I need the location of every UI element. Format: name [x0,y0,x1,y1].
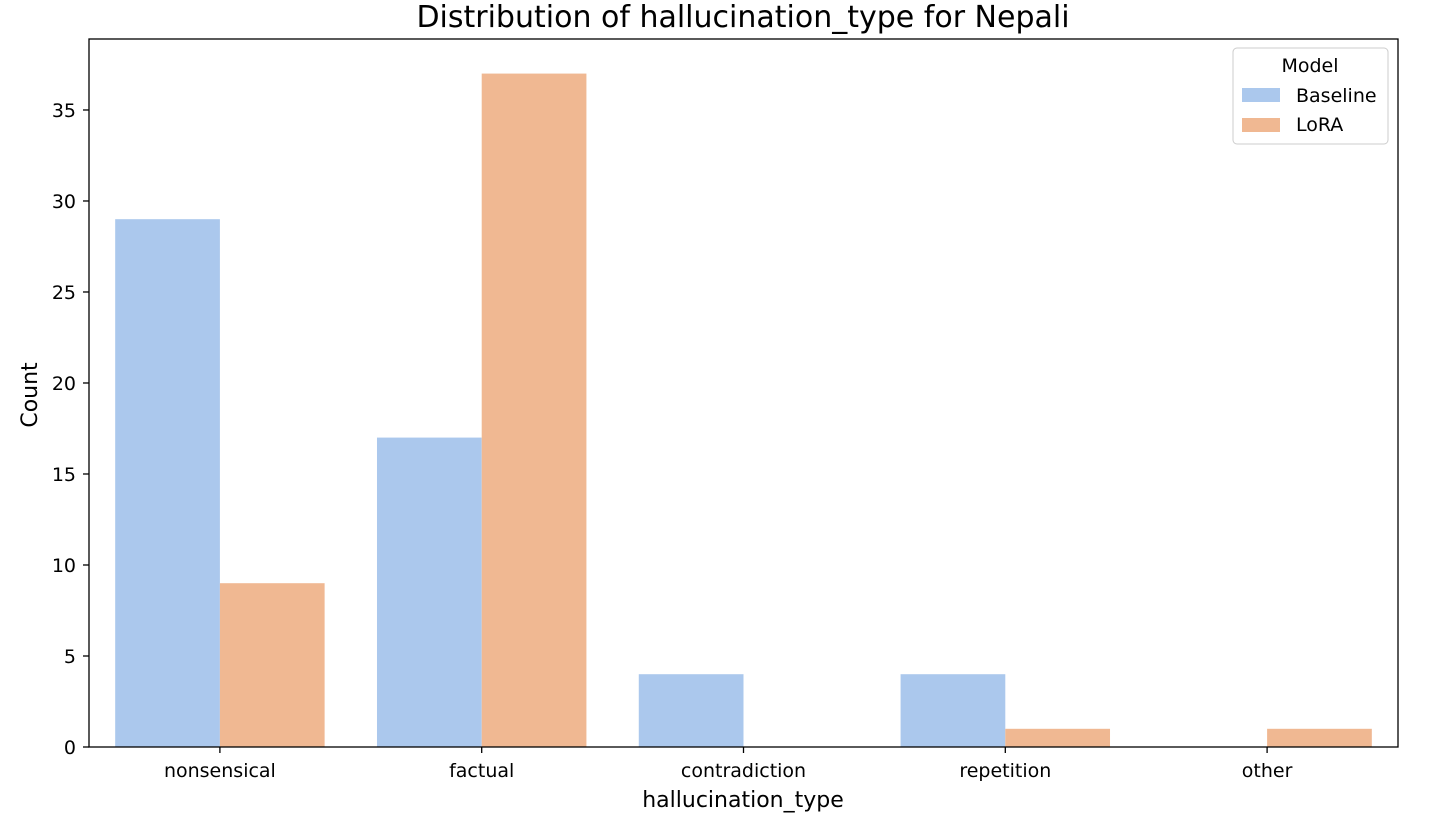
bars-group [115,73,1372,747]
x-tick-label-contradiction: contradiction [681,760,806,782]
y-tick-label: 35 [52,100,76,122]
bar-baseline-nonsensical [115,219,220,747]
x-tick-label-factual: factual [449,760,514,782]
legend-label-lora: LoRA [1296,114,1343,136]
y-tick-label: 20 [52,373,76,395]
x-axis: nonsensical factual contradiction repetitio… [164,747,1293,782]
legend-swatch-lora [1242,118,1280,132]
x-tick-label-other: other [1242,760,1293,782]
y-tick-label: 25 [52,282,76,304]
y-axis: 0 5 10 15 20 25 30 35 [52,100,89,759]
x-tick-label-nonsensical: nonsensical [164,760,276,782]
y-tick-label: 15 [52,464,76,486]
bar-baseline-factual [376,437,482,747]
legend: Model Baseline LoRA [1232,47,1389,145]
bar-baseline-contradiction [638,674,744,747]
bar-baseline-repetition [900,674,1006,747]
x-tick-label-repetition: repetition [959,760,1051,782]
plot-frame [88,38,1399,748]
x-axis-label: hallucination_type [642,788,844,813]
legend-title: Model [1281,55,1338,77]
bar-lora-nonsensical [219,583,325,747]
bar-lora-other [1267,728,1372,747]
y-tick-label: 5 [64,646,76,668]
y-axis-label: Count [18,362,43,428]
y-tick-label: 0 [64,737,76,759]
chart-title: Distribution of hallucination_type for N… [416,0,1069,35]
legend-swatch-baseline [1242,88,1280,102]
bar-lora-factual [481,73,587,747]
y-tick-label: 10 [52,555,76,577]
legend-label-baseline: Baseline [1296,85,1377,107]
bar-lora-repetition [1005,728,1111,747]
y-tick-label: 30 [52,191,76,213]
